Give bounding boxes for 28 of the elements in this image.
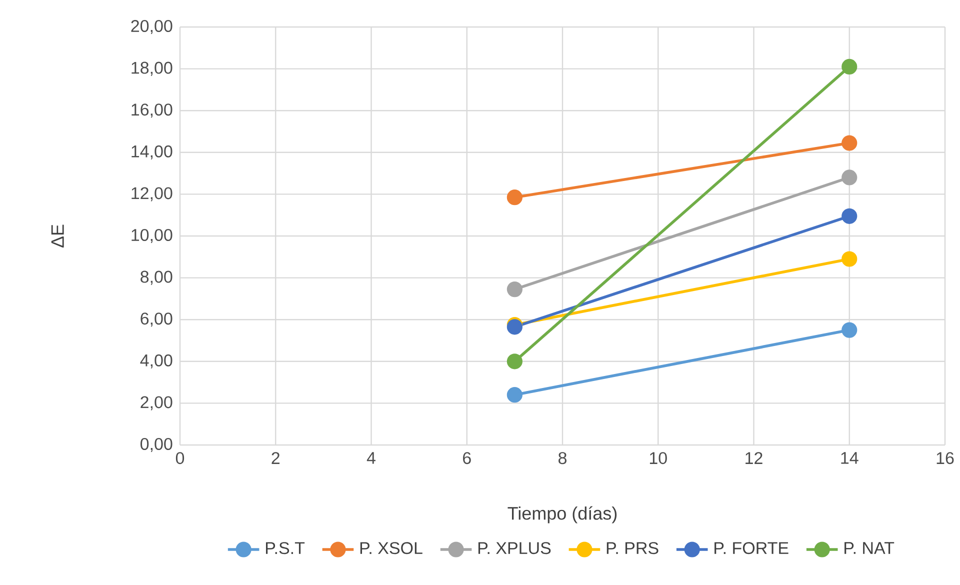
y-tick-label: 14,00 bbox=[132, 145, 172, 160]
x-axis-title: Tiempo (días) bbox=[508, 506, 617, 524]
y-tick-label: 2,00 bbox=[140, 396, 172, 410]
x-tick-label: 14 bbox=[841, 452, 858, 464]
y-tick-label: 10,00 bbox=[132, 228, 172, 244]
y-tick-label: 16,00 bbox=[132, 104, 172, 118]
legend-label: P. XSOL bbox=[360, 542, 422, 554]
legend-label: P.S.T bbox=[266, 542, 305, 554]
x-tick-label: 8 bbox=[558, 452, 566, 464]
y-tick-label: 6,00 bbox=[140, 312, 172, 327]
x-tick-label: 10 bbox=[650, 452, 667, 464]
y-tick-label: 0,00 bbox=[140, 438, 172, 452]
y-tick-label: 12,00 bbox=[132, 187, 172, 202]
legend-label: P. XPLUS bbox=[478, 542, 551, 554]
legend-label: P. PRS bbox=[606, 542, 658, 554]
x-tick-label: 16 bbox=[936, 452, 954, 464]
legend-label: P. FORTE bbox=[714, 542, 788, 554]
y-tick-label: 8,00 bbox=[140, 270, 172, 285]
x-tick-label: 12 bbox=[746, 452, 762, 464]
y-axis-title: ΔE bbox=[51, 224, 64, 248]
x-tick-label: 2 bbox=[272, 452, 280, 464]
y-tick-label: 20,00 bbox=[131, 20, 172, 34]
x-tick-label: 4 bbox=[366, 452, 376, 464]
legend-label: P. NAT bbox=[844, 542, 894, 554]
x-tick-label: 0 bbox=[176, 452, 184, 464]
x-tick-label: 6 bbox=[463, 452, 471, 464]
y-tick-label: 18,00 bbox=[132, 62, 172, 76]
y-tick-label: 4,00 bbox=[140, 354, 172, 368]
